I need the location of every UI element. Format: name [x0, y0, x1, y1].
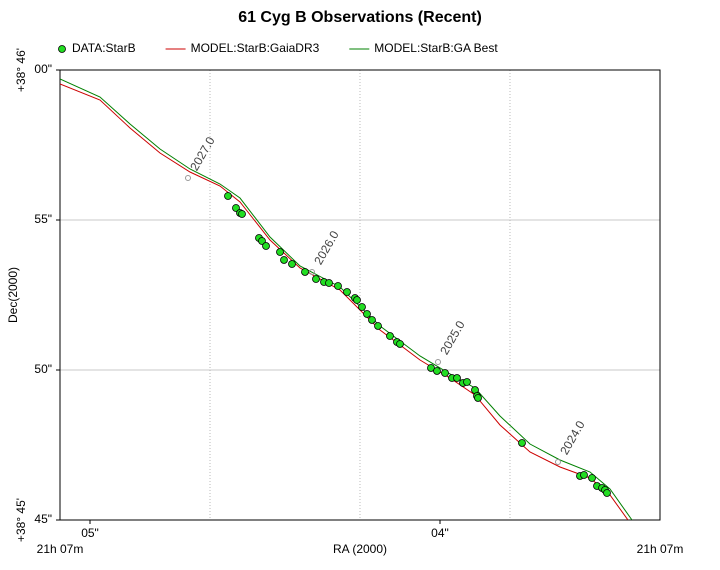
data-point	[588, 474, 596, 482]
y-tick-label: 45"	[34, 512, 52, 526]
data-point	[368, 316, 376, 324]
data-point	[463, 378, 471, 386]
data-point	[453, 374, 461, 382]
y-tick-label: 50"	[34, 362, 52, 376]
legend-label: DATA:StarB	[72, 41, 136, 55]
model-line	[60, 78, 633, 520]
epoch-label: 2025.0	[437, 318, 468, 357]
epoch-label: 2026.0	[311, 228, 342, 267]
data-point	[353, 296, 361, 304]
y-axis-label: Dec(2000)	[6, 267, 20, 323]
epoch-marker	[554, 459, 561, 466]
data-point	[301, 268, 309, 276]
legend-label: MODEL:StarB:GA Best	[374, 41, 498, 55]
y-tick-label: 55"	[34, 212, 52, 226]
data-point	[334, 282, 342, 290]
data-point	[358, 303, 366, 311]
model-line	[60, 83, 629, 520]
data-point	[288, 260, 296, 268]
plot-area	[60, 78, 633, 520]
y-degree-label: +38° 46'	[14, 48, 28, 92]
epoch-label: 2024.0	[557, 418, 588, 457]
data-point	[276, 248, 284, 256]
data-point	[262, 242, 270, 250]
data-point	[441, 369, 449, 377]
data-point	[238, 210, 246, 218]
data-point	[580, 471, 588, 479]
data-point	[374, 322, 382, 330]
y-tick-label: 00"	[34, 62, 52, 76]
data-point	[474, 394, 482, 402]
data-point	[232, 204, 240, 212]
legend-marker	[58, 45, 66, 53]
x-corner-label: 21h 07m	[37, 542, 84, 556]
data-point	[280, 256, 288, 264]
data-point	[396, 340, 404, 348]
chart-title: 61 Cyg B Observations (Recent)	[238, 9, 482, 26]
x-tick-label: 05"	[81, 526, 99, 540]
epoch-marker	[434, 358, 441, 365]
data-point	[258, 237, 266, 245]
data-point	[518, 439, 526, 447]
epoch-marker	[308, 268, 315, 275]
x-corner-label: 21h 07m	[637, 542, 684, 556]
data-point	[343, 288, 351, 296]
data-point	[224, 192, 232, 200]
plot-frame	[59, 69, 661, 521]
data-point	[603, 489, 611, 497]
legend-label: MODEL:StarB:GaiaDR3	[191, 41, 320, 55]
epoch-label: 2027.0	[187, 134, 218, 173]
x-axis-label: RA (2000)	[333, 542, 387, 556]
x-tick-label: 04"	[431, 526, 449, 540]
data-point	[363, 310, 371, 318]
data-point	[312, 275, 320, 283]
data-point	[433, 367, 441, 375]
y-degree-label: +38° 45'	[14, 498, 28, 542]
data-point	[325, 279, 333, 287]
epoch-marker	[184, 175, 191, 181]
data-point	[386, 332, 394, 340]
